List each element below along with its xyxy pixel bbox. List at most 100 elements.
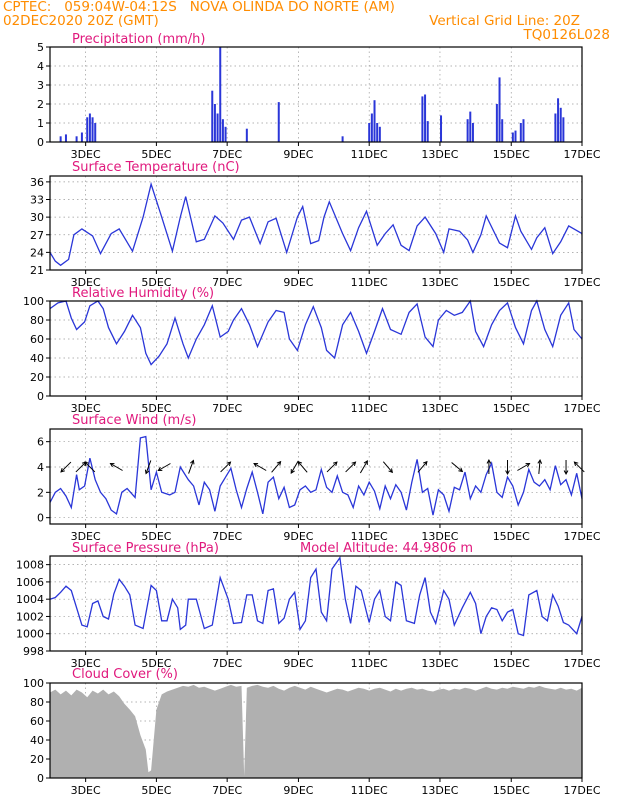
x-tick-label: 5DEC xyxy=(141,784,171,797)
wind-arrow xyxy=(145,460,152,474)
series-line xyxy=(49,181,583,267)
wind-arrow xyxy=(158,463,171,471)
y-tick-label: 33 xyxy=(30,194,44,207)
x-tick-label: 15DEC xyxy=(493,530,530,543)
x-tick-label: 3DEC xyxy=(71,530,101,543)
precip-bar xyxy=(522,119,525,142)
x-tick-label: 5DEC xyxy=(141,657,171,670)
y-tick-label: 60 xyxy=(30,715,44,728)
x-tick-label: 9DEC xyxy=(283,148,313,161)
series-line xyxy=(49,299,583,366)
precip-bar xyxy=(221,119,224,142)
y-tick-label: 36 xyxy=(30,176,44,189)
x-tick-label: 13DEC xyxy=(421,657,458,670)
x-tick-label: 11DEC xyxy=(351,530,388,543)
wind-arrow xyxy=(84,461,96,473)
y-tick-label: 1004 xyxy=(16,593,44,606)
panel-title: Relative Humidity (%) xyxy=(72,286,214,301)
wind-arrowhead xyxy=(253,462,259,468)
y-tick-label: 2 xyxy=(37,486,44,499)
x-tick-label: 17DEC xyxy=(563,784,600,797)
y-tick-label: 1002 xyxy=(16,610,44,623)
precip-bar xyxy=(554,113,557,142)
precip-bar xyxy=(75,136,78,142)
precip-bar xyxy=(514,130,517,142)
x-tick-label: 17DEC xyxy=(563,530,600,543)
y-tick-label: 24 xyxy=(30,246,44,259)
precip-bar xyxy=(378,126,381,142)
precip-bar xyxy=(376,123,379,142)
cloud-area xyxy=(50,684,582,778)
wind-arrowhead xyxy=(290,469,295,474)
x-tick-label: 13DEC xyxy=(421,530,458,543)
precip-bar xyxy=(501,119,504,142)
precip-bar xyxy=(511,132,514,142)
panel-4: 998 1000 1002 1004 1006 1008 3DEC 5DEC 7DEC 9DEC 1… xyxy=(16,541,601,670)
precip-bar xyxy=(277,102,280,142)
wind-arrow xyxy=(517,463,530,471)
precip-bar xyxy=(373,100,376,142)
precip-bar xyxy=(64,134,67,142)
wind-arrowhead xyxy=(157,466,163,472)
wind-arrowhead xyxy=(351,461,357,467)
panel-title: Precipitation (mm/h) xyxy=(72,32,205,47)
x-tick-label: 7DEC xyxy=(212,657,242,670)
panel-frame xyxy=(49,175,583,271)
y-tick-label: 2 xyxy=(37,98,44,111)
wind-arrow xyxy=(297,461,308,473)
y-tick-label: 20 xyxy=(30,371,44,384)
x-tick-label: 3DEC xyxy=(71,148,101,161)
x-tick-label: 3DEC xyxy=(71,784,101,797)
y-tick-label: 100 xyxy=(23,295,44,308)
precip-bar xyxy=(469,111,472,142)
y-tick-label: 80 xyxy=(30,696,44,709)
precip-bar xyxy=(213,104,216,142)
x-tick-label: 17DEC xyxy=(563,402,600,415)
x-tick-label: 17DEC xyxy=(563,276,600,289)
panel-annotation: Model Altitude: 44.9806 m xyxy=(300,541,473,556)
x-tick-label: 3DEC xyxy=(71,402,101,415)
x-tick-label: 3DEC xyxy=(71,276,101,289)
wind-arrowhead xyxy=(422,460,428,466)
wind-arrow xyxy=(574,461,585,473)
y-tick-label: 3 xyxy=(37,79,44,92)
y-tick-label: 0 xyxy=(37,512,44,525)
x-tick-label: 7DEC xyxy=(212,530,242,543)
x-tick-label: 7DEC xyxy=(212,276,242,289)
wind-arrowhead xyxy=(109,462,115,468)
precip-bar xyxy=(421,96,424,142)
wind-arrow xyxy=(60,461,72,473)
wind-arrowhead xyxy=(226,461,232,467)
y-tick-label: 6 xyxy=(37,436,44,449)
precip-bar xyxy=(88,113,91,142)
series-line xyxy=(49,555,583,637)
precip-bar xyxy=(426,121,429,142)
x-tick-label: 15DEC xyxy=(493,784,530,797)
x-tick-label: 13DEC xyxy=(421,148,458,161)
wind-arrowhead xyxy=(363,460,368,465)
precip-bar xyxy=(211,90,214,142)
precip-bar xyxy=(94,123,97,142)
panel-title: Cloud Cover (%) xyxy=(72,667,178,682)
wind-arrow xyxy=(290,460,299,474)
x-tick-label: 5DEC xyxy=(141,530,171,543)
x-tick-label: 7DEC xyxy=(212,148,242,161)
wind-arrowhead xyxy=(60,467,65,473)
x-tick-label: 13DEC xyxy=(421,784,458,797)
x-tick-label: 5DEC xyxy=(141,276,171,289)
precip-bar xyxy=(557,98,560,142)
x-tick-label: 11DEC xyxy=(351,148,388,161)
wind-arrow xyxy=(220,461,231,473)
y-tick-label: 1008 xyxy=(16,559,44,572)
x-tick-label: 5DEC xyxy=(141,402,171,415)
wind-arrow xyxy=(451,462,463,472)
precip-bar xyxy=(471,123,474,142)
wind-arrowhead xyxy=(144,469,150,475)
y-tick-label: 40 xyxy=(30,734,44,747)
x-tick-label: 9DEC xyxy=(283,657,313,670)
panel-frame xyxy=(49,428,583,525)
precip-bar xyxy=(370,113,373,142)
header-station: CPTEC: 059:04W-04:12S NOVA OLINDA DO NOR… xyxy=(3,0,395,15)
panel-2: 0 20 40 60 80 100 3DEC 5DEC 7DEC 9DEC 11DEC 13DEC 15… xyxy=(23,286,601,415)
y-tick-label: 1006 xyxy=(16,576,44,589)
